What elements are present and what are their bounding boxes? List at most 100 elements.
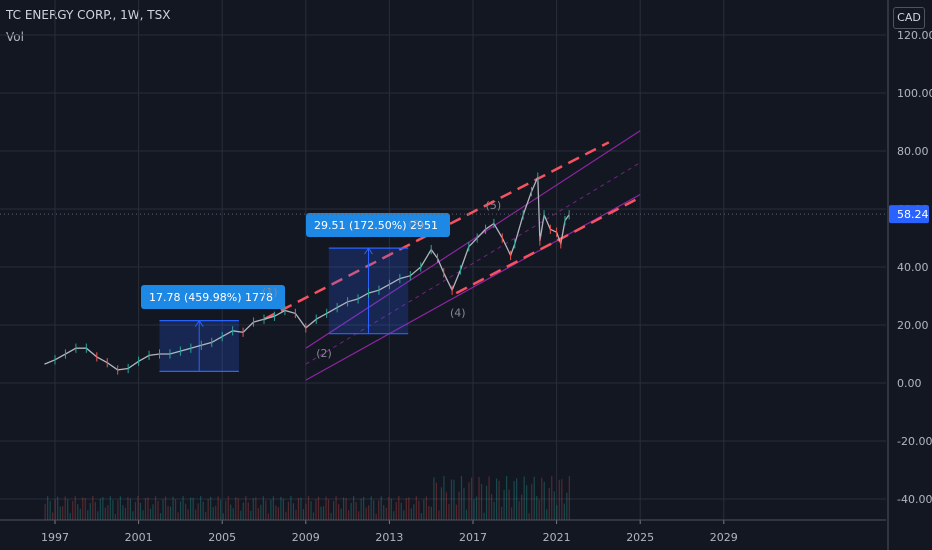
volume-bar (107, 505, 109, 520)
volume-bar (511, 507, 513, 520)
volume-bar (546, 509, 548, 520)
volume-bar (470, 477, 473, 520)
volume-bar (438, 510, 440, 520)
volume-bar (390, 498, 392, 520)
volume-bar (77, 504, 79, 520)
volume-bar (179, 501, 182, 520)
volume-bar (99, 498, 101, 520)
volume-bar (558, 479, 560, 520)
volume-bar (197, 503, 199, 520)
x-tick-label: 2001 (125, 531, 153, 544)
volume-bar (74, 496, 76, 520)
volume-bar (69, 512, 71, 520)
volume-bar (310, 501, 312, 520)
volume-bar (325, 496, 327, 520)
volume-bar (257, 508, 259, 520)
volume-bar (205, 511, 207, 520)
volume-bar (563, 503, 565, 520)
volume-bar (335, 496, 337, 520)
volume-bar (503, 489, 505, 520)
volume-bar (493, 501, 495, 520)
volume-bar (62, 506, 64, 520)
volume-bar (54, 499, 56, 520)
volume-bar (262, 496, 264, 520)
volume-bar (270, 499, 272, 520)
volume-bar (255, 497, 257, 520)
volume-bar (443, 476, 445, 520)
measure-box-2[interactable]: 29.51 (172.50%) 2951 (306, 213, 450, 335)
volume-bar (380, 496, 382, 520)
currency-badge[interactable]: CAD (893, 7, 925, 29)
volume-bar (370, 496, 372, 520)
volume-bar (518, 501, 520, 520)
volume-bar (89, 502, 91, 520)
trend-channel[interactable] (263, 130, 641, 381)
volume-bar (152, 504, 154, 520)
volume-bar (282, 498, 285, 520)
volume-bar (365, 507, 367, 520)
volume-bar (240, 510, 242, 520)
price-series (0, 172, 888, 375)
volume-bar (295, 509, 297, 520)
volume-bar (247, 502, 249, 520)
x-tick-label: 2013 (375, 531, 403, 544)
x-tick-label: 2005 (208, 531, 236, 544)
volume-bar (568, 476, 570, 520)
volume-bar (242, 502, 244, 520)
volume-bar (531, 484, 533, 520)
volume-bar (473, 499, 475, 520)
volume-bar (501, 506, 503, 520)
volume-bar (59, 506, 61, 520)
volume-bar (235, 497, 237, 520)
volume-bar (169, 506, 172, 520)
volume-bar (327, 499, 330, 520)
volume-bar (137, 496, 139, 520)
volume-bar (220, 499, 222, 520)
volume-bar (187, 509, 189, 520)
volume-bars (44, 476, 570, 520)
volume-bar (556, 505, 558, 520)
volume-bar (343, 497, 345, 520)
volume-bar (265, 500, 267, 520)
measure-boxes[interactable]: 17.78 (459.98%) 1778 29.51 (172.50%) 2951 (141, 213, 450, 372)
volume-bar (305, 503, 307, 520)
volume-bar (84, 498, 86, 520)
volume-bar (428, 506, 430, 520)
volume-bar (541, 477, 543, 520)
chart-title: TC ENERGY CORP., 1W, TSX (6, 8, 171, 22)
volume-bar (139, 502, 142, 520)
volume-bar (320, 506, 322, 520)
volume-bar (551, 476, 553, 520)
volume-bar (415, 496, 417, 520)
volume-bar (117, 500, 119, 520)
measure-label-bg (141, 285, 285, 309)
y-tick-label: -20.00 (897, 435, 932, 448)
volume-bar (280, 496, 282, 520)
volume-bar (97, 511, 99, 520)
volume-bar (348, 510, 350, 520)
volume-bar (297, 497, 300, 520)
volume-bar (498, 480, 500, 520)
volume-bar (114, 513, 116, 520)
volume-bar (112, 500, 114, 520)
volume-bar (463, 487, 465, 520)
volume-bar (92, 496, 94, 520)
channel-line (305, 162, 641, 365)
channel-line (305, 130, 641, 349)
volume-bar (483, 512, 485, 520)
x-tick-label: 2021 (543, 531, 571, 544)
volume-bar (368, 505, 370, 520)
volume-bar (332, 500, 335, 520)
volume-indicator-label[interactable]: Vol (6, 30, 24, 44)
volume-bar (420, 513, 422, 520)
volume-bar (207, 498, 209, 520)
wave-label: (2) (316, 347, 332, 360)
volume-bar (363, 496, 365, 520)
volume-bar (230, 504, 232, 520)
volume-bar (277, 507, 279, 520)
last-price-label: 58.24 (897, 208, 929, 221)
volume-bar (360, 498, 362, 520)
volume-bar (418, 500, 420, 520)
volume-bar (445, 492, 448, 520)
